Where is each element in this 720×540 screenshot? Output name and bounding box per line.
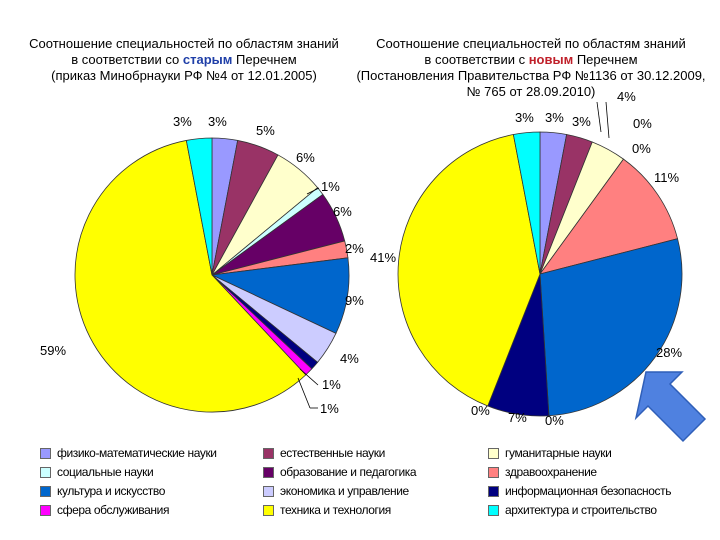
legend: физико-математические науки естественные … [40, 446, 710, 517]
left-leader-service [297, 377, 311, 409]
left-title-line1: Соотношение специальностей по областям з… [29, 36, 339, 51]
slice-labels: 3% 3%5%6%1%6%2%9%4%1%1%59%3% 3% 3%4%0%0%11%… [40, 89, 682, 428]
left-label-physmath: 3% [208, 114, 227, 129]
legend-item-humanities: гуманитарные науки [488, 446, 710, 460]
legend-label-physmath: физико-математические науки [57, 446, 217, 460]
left-leader-infosec [299, 368, 319, 386]
legend-label-infosec: информационная безопасность [505, 484, 672, 498]
legend-swatch-physmath [40, 447, 51, 459]
right-label-social: 0% [633, 116, 652, 131]
legend-label-education: образование и педагогика [280, 465, 417, 479]
legend-item-health: здравоохранение [488, 465, 710, 479]
legend-item-education: образование и педагогика [263, 465, 488, 479]
left-title-highlight: старым [182, 52, 233, 67]
left-label-technology: 59% [40, 343, 66, 358]
legend-label-social: социальные науки [57, 465, 154, 479]
legend-swatch-infosec [488, 485, 499, 497]
right-pie [397, 131, 683, 417]
left-chart-title: Соотношение специальностей по областям з… [6, 36, 362, 84]
right-title-line1: Соотношение специальностей по областям з… [376, 36, 686, 51]
left-label-humanities: 6% [296, 150, 315, 165]
legend-swatch-education [263, 466, 274, 478]
right-label-physmath: 3% [545, 110, 564, 125]
right-label-natural: 3% [572, 114, 591, 129]
left-label-social: 1% [321, 179, 340, 194]
legend-label-humanities: гуманитарные науки [505, 446, 612, 460]
right-title-highlight: новым [528, 52, 574, 67]
right-label-service: 0% [471, 403, 490, 418]
right-slice-architecture [512, 131, 541, 275]
left-slice-technology [74, 139, 307, 413]
left-label-health: 2% [345, 241, 364, 256]
left-label-infosec: 1% [322, 377, 341, 392]
left-title-line2-post: Перечнем [232, 52, 297, 67]
legend-swatch-natural [263, 447, 274, 459]
legend-label-architecture: архитектура и строительство [505, 503, 657, 517]
right-slice-health [539, 158, 679, 275]
right-slice-technology [397, 134, 541, 407]
left-pie [74, 137, 350, 413]
legend-item-physmath: физико-математические науки [40, 446, 263, 460]
right-label-economics: 0% [545, 413, 564, 428]
right-leader-humanities-2 [605, 101, 610, 139]
right-label-culture: 28% [656, 345, 682, 360]
legend-label-culture: культура и искусство [57, 484, 166, 498]
right-leader-humanities [596, 101, 602, 133]
legend-swatch-architecture [488, 504, 499, 516]
right-label-technology: 41% [370, 250, 396, 265]
legend-swatch-health [488, 466, 499, 478]
legend-swatch-economics [263, 485, 274, 497]
legend-item-natural: естественные науки [263, 446, 488, 460]
legend-swatch-humanities [488, 447, 499, 459]
right-label-education: 0% [632, 141, 651, 156]
legend-item-social: социальные науки [40, 465, 263, 479]
right-label-architecture: 3% [515, 110, 534, 125]
legend-label-natural: естественные науки [280, 446, 385, 460]
left-label-service: 1% [320, 401, 339, 416]
right-chart-title: Соотношение специальностей по областям з… [345, 36, 717, 100]
right-label-humanities: 4% [617, 89, 636, 104]
right-title-line2-pre: в соответствии с [424, 52, 529, 67]
left-leader-social [306, 187, 320, 195]
left-label-culture: 9% [345, 293, 364, 308]
right-label-infosec: 7% [508, 410, 527, 425]
left-label-education: 6% [333, 204, 352, 219]
right-title-line4: № 765 от 28.09.2010) [466, 84, 596, 99]
legend-item-culture: культура и искусство [40, 484, 263, 498]
left-label-natural: 5% [256, 123, 275, 138]
legend-item-technology: техника и технология [263, 503, 488, 517]
left-title-line2-pre: в соответствии со [71, 52, 183, 67]
left-label-architecture: 3% [173, 114, 192, 129]
legend-label-service: сфера обслуживания [57, 503, 170, 517]
right-title-line3: (Постановления Правительства РФ №1136 от… [356, 68, 706, 83]
legend-swatch-service [40, 504, 51, 516]
pointer-arrow [634, 371, 707, 443]
right-slice-culture [539, 238, 683, 417]
legend-label-technology: техника и технология [280, 503, 391, 517]
legend-item-infosec: информационная безопасность [488, 484, 710, 498]
legend-item-service: сфера обслуживания [40, 503, 263, 517]
legend-item-economics: экономика и управление [263, 484, 488, 498]
right-label-health: 11% [654, 170, 679, 185]
legend-swatch-social [40, 466, 51, 478]
legend-label-economics: экономика и управление [280, 484, 409, 498]
left-title-line3: (приказ Минобрнауки РФ №4 от 12.01.2005) [51, 68, 317, 83]
left-label-economics: 4% [340, 351, 359, 366]
right-title-line2-post: Перечнем [573, 52, 638, 67]
legend-item-architecture: архитектура и строительство [488, 503, 710, 517]
legend-label-health: здравоохранение [505, 465, 597, 479]
legend-swatch-technology [263, 504, 274, 516]
legend-swatch-culture [40, 485, 51, 497]
left-slice-architecture [185, 137, 213, 276]
